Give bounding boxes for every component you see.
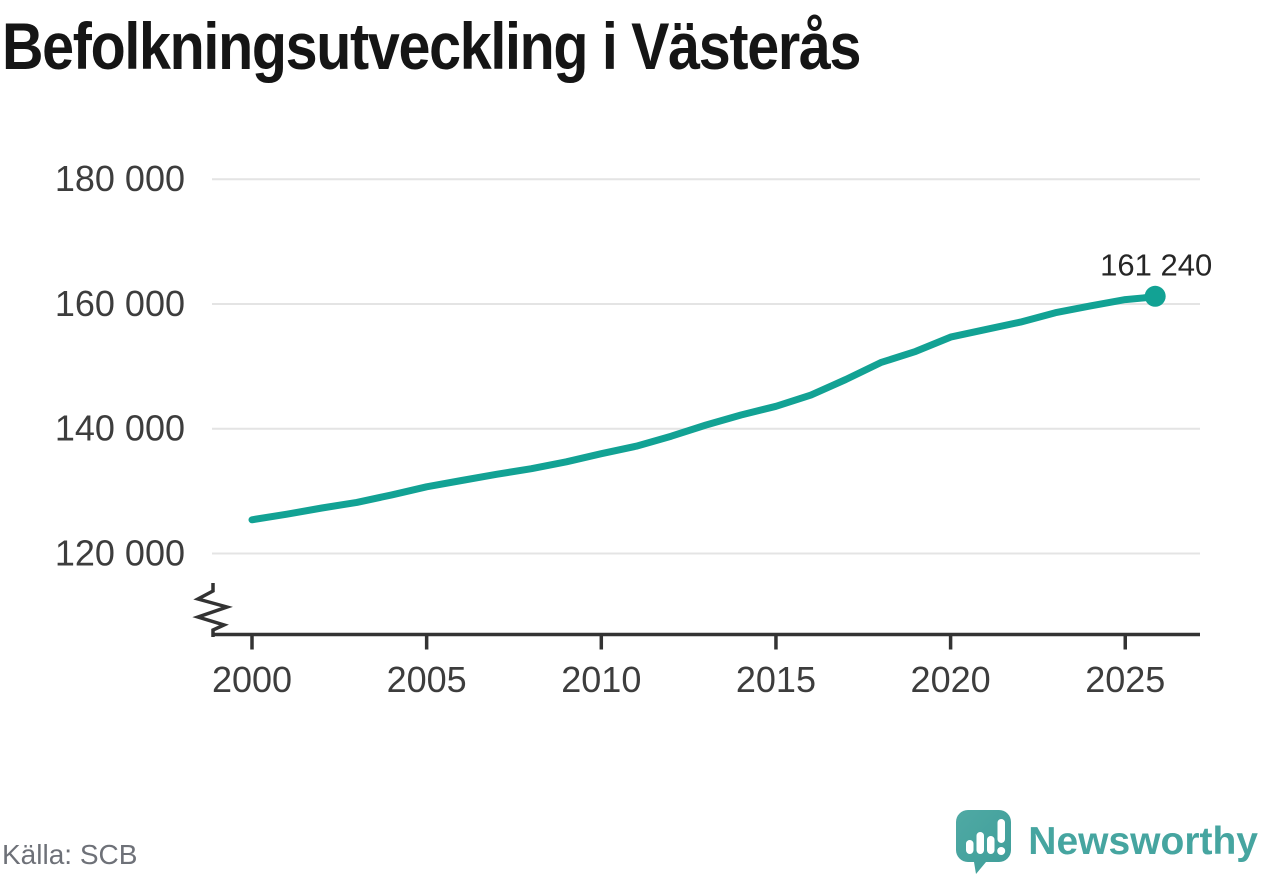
y-axis-tick-label: 160 000: [55, 283, 185, 324]
chart-title: Befolkningsutveckling i Västerås: [2, 9, 861, 83]
y-axis-tick-label: 120 000: [55, 533, 185, 574]
x-axis-tick-label: 2025: [1085, 659, 1165, 700]
brand-name: Newsworthy: [1028, 820, 1258, 863]
bar-chart-glyph: [966, 819, 1006, 855]
x-axis-tick-label: 2015: [736, 659, 816, 700]
brand-logo: Newsworthy: [955, 808, 1258, 876]
population-line-chart: 120 000 140 000 160 000 180 000 2000 2005 201…: [55, 158, 1212, 700]
x-axis-tick-label: 2010: [561, 659, 641, 700]
x-axis-tick-label: 2020: [911, 659, 991, 700]
series-layer: 161 240: [248, 247, 1212, 524]
axis-break-icon: [192, 583, 233, 637]
x-axis-tick-label: 2005: [387, 659, 467, 700]
end-value-label: 161 240: [1100, 247, 1212, 282]
gridlines-layer: 120 000 140 000 160 000 180 000: [55, 158, 1200, 574]
y-axis-tick-label: 140 000: [55, 408, 185, 449]
source-note: Källa: SCB: [2, 839, 138, 870]
newsworthy-icon: [956, 810, 1012, 874]
series-end-dot: [1144, 285, 1166, 307]
population-series-line: [248, 292, 1164, 524]
x-axis-layer: 2000 2005 2010 2015 2020 2025: [212, 632, 1200, 700]
x-axis-tick-label: 2000: [212, 659, 292, 700]
y-axis-tick-label: 180 000: [55, 158, 185, 199]
